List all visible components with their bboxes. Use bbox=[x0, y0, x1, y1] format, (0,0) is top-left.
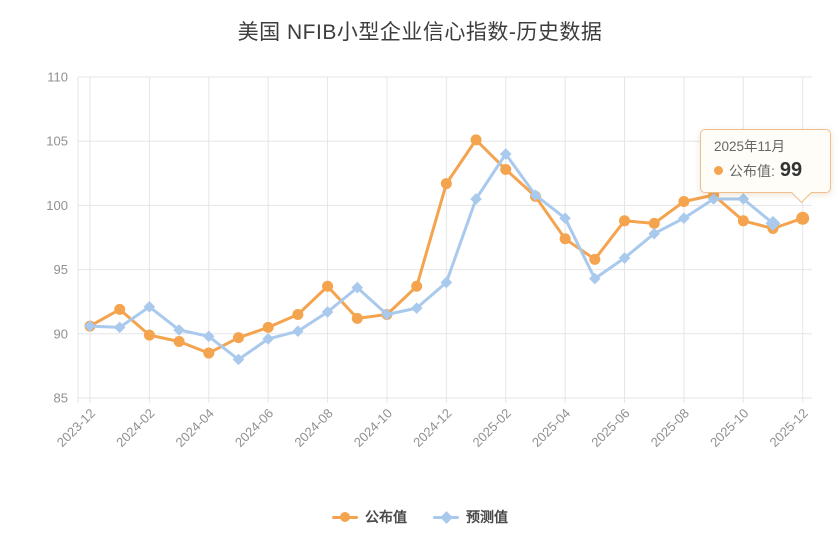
forecast-data-point[interactable] bbox=[618, 252, 631, 264]
tooltip-series-label: 公布值 bbox=[729, 162, 771, 179]
forecast-data-point[interactable] bbox=[262, 333, 274, 345]
line-chart-canvas[interactable]: 85 90 95 100 105 110 2023-12 2024-02 2024-04 2024… bbox=[0, 0, 840, 500]
y-axis-label: 105 bbox=[46, 134, 68, 149]
published-data-point[interactable] bbox=[619, 215, 631, 227]
chart-title: 美国 NFIB小型企业信心指数-历史数据 bbox=[237, 21, 603, 44]
forecast-data-point[interactable] bbox=[84, 320, 96, 332]
x-axis-label: 2024-12 bbox=[410, 406, 454, 450]
published-data-point[interactable] bbox=[440, 178, 452, 190]
x-axis-label: 2024-04 bbox=[173, 406, 217, 450]
published-data-point[interactable] bbox=[173, 336, 185, 348]
forecast-data-point[interactable] bbox=[529, 189, 542, 201]
legend: 公布值 预测值 bbox=[0, 502, 840, 532]
forecast-series-line bbox=[88, 152, 775, 361]
x-axis-label: 2025-12 bbox=[766, 406, 810, 450]
legend-item-forecast[interactable]: 预测值 bbox=[433, 507, 508, 527]
forecast-data-point[interactable] bbox=[707, 193, 720, 205]
x-axis-label: 2025-06 bbox=[588, 406, 632, 450]
published-data-point[interactable] bbox=[114, 303, 126, 315]
x-axis-label: 2024-06 bbox=[232, 406, 276, 450]
forecast-data-point[interactable] bbox=[321, 306, 334, 318]
y-axis-label: 110 bbox=[47, 70, 68, 85]
forecast-data-point[interactable] bbox=[589, 272, 601, 285]
published-data-point[interactable] bbox=[796, 211, 810, 225]
legend-label-forecast: 预测值 bbox=[466, 509, 508, 525]
x-axis-label: 2025-02 bbox=[470, 406, 514, 450]
published-data-point[interactable] bbox=[678, 196, 690, 208]
forecast-data-point[interactable] bbox=[499, 148, 512, 160]
published-line-circle-icon bbox=[332, 512, 358, 522]
tooltip-separator: : bbox=[771, 162, 775, 179]
y-axis-label: 95 bbox=[54, 262, 68, 277]
forecast-data-point[interactable] bbox=[470, 193, 482, 205]
forecast-data-point[interactable] bbox=[143, 301, 156, 313]
published-data-point[interactable] bbox=[351, 312, 363, 324]
legend-item-published[interactable]: 公布值 bbox=[332, 507, 407, 527]
y-axis-label: 85 bbox=[54, 391, 68, 406]
published-data-point[interactable] bbox=[262, 321, 274, 333]
forecast-data-point[interactable] bbox=[173, 324, 185, 336]
forecast-data-point[interactable] bbox=[202, 330, 215, 343]
forecast-data-point[interactable] bbox=[765, 215, 781, 231]
forecast-data-point[interactable] bbox=[351, 281, 364, 294]
forecast-data-point[interactable] bbox=[559, 212, 571, 225]
forecast-data-point[interactable] bbox=[292, 325, 304, 338]
tooltip: 2025年11月 公布值 : 99 bbox=[700, 129, 831, 204]
published-data-point[interactable] bbox=[559, 233, 571, 245]
published-data-point[interactable] bbox=[737, 215, 749, 227]
forecast-data-point[interactable] bbox=[410, 302, 423, 314]
x-axis-label: 2024-02 bbox=[113, 406, 157, 450]
x-axis-label: 2025-10 bbox=[707, 406, 751, 450]
y-axis-label: 100 bbox=[46, 198, 68, 213]
published-data-point[interactable] bbox=[143, 329, 155, 341]
x-axis-label: 2024-08 bbox=[291, 406, 335, 450]
x-axis-label: 2025-04 bbox=[529, 406, 573, 450]
forecast-data-point[interactable] bbox=[678, 212, 690, 225]
forecast-data-point[interactable] bbox=[232, 353, 245, 366]
published-data-point[interactable] bbox=[232, 332, 244, 344]
legend-label-published: 公布值 bbox=[365, 509, 407, 525]
published-data-point[interactable] bbox=[648, 217, 660, 229]
x-axis-label: 2025-08 bbox=[648, 406, 692, 450]
x-axis-label: 2024-10 bbox=[351, 406, 395, 450]
published-data-point[interactable] bbox=[470, 134, 482, 146]
x-axis-label: 2023-12 bbox=[54, 406, 98, 450]
tooltip-date: 2025年11月 bbox=[714, 139, 786, 154]
y-axis-label: 90 bbox=[54, 326, 68, 341]
forecast-line-diamond-icon bbox=[433, 510, 459, 524]
forecast-data-point[interactable] bbox=[440, 276, 453, 289]
published-data-point[interactable] bbox=[589, 253, 601, 265]
published-series-dot-icon bbox=[714, 166, 723, 175]
published-data-point[interactable] bbox=[500, 163, 512, 175]
forecast-data-point[interactable] bbox=[648, 227, 661, 240]
forecast-data-point[interactable] bbox=[737, 193, 750, 205]
tooltip-value: 99 bbox=[779, 159, 803, 181]
forecast-data-point[interactable] bbox=[381, 308, 393, 321]
published-data-point[interactable] bbox=[411, 280, 423, 292]
forecast-data-point[interactable] bbox=[113, 321, 126, 334]
published-data-point[interactable] bbox=[292, 309, 304, 321]
published-data-point[interactable] bbox=[322, 280, 334, 292]
published-data-point[interactable] bbox=[203, 347, 215, 359]
